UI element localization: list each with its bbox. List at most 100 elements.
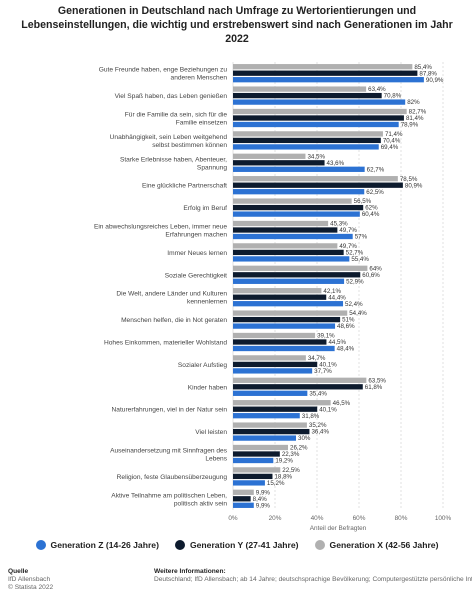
category-label: Menschen helfen, die in Not geraten [121,317,227,324]
data-label: 87,8% [419,70,437,77]
category-label: Aktive Teilnahme am politischen Leben, po… [111,492,227,507]
bar-gen_z [233,435,296,441]
category-label: Die Welt, andere Länder und Kulturen kenn… [116,291,227,306]
legend-item-gen-y[interactable]: Generation Y (27-41 Jahre) [174,540,299,550]
bar-gen_y [233,384,363,390]
data-label: 90,9% [426,77,444,84]
x-tick-label: 100% [435,515,452,522]
category-label: Eine glückliche Partnerschaft [142,183,227,190]
data-label: 64% [369,265,382,272]
info-text[interactable]: Deutschland; IfD Allensbach; ab 14 Jahre… [154,576,472,583]
bar-gen_x [233,444,289,451]
data-label: 34,7% [308,355,326,362]
data-label: 70,8% [384,93,402,100]
data-label: 19,2% [275,458,293,465]
data-label: 62,7% [367,166,385,173]
data-label: 57% [355,234,368,241]
legend: Generation Z (14-26 Jahre) Generation Y … [0,540,474,550]
category-label: Für die Familie da sein, sich für die Fam… [125,112,228,127]
bar-gen_x [233,220,329,227]
bar-gen_y [233,160,325,166]
bar-gen_x [233,176,398,182]
x-axis-label: Anteil der Befragten [310,525,367,532]
data-label: 31,8% [302,413,320,420]
bar-gen_y [233,182,403,188]
data-label: 61,8% [365,384,383,391]
bar-gen_z [233,233,353,240]
data-label: 52,7% [346,249,364,256]
data-label: 60,6% [362,272,380,279]
data-label: 62% [365,205,378,212]
data-label: 37,7% [314,368,332,375]
bar-gen_z [233,502,254,508]
bar-gen_y [233,115,404,121]
x-tick-label: 60% [353,515,366,522]
bar-gen_y [233,451,280,457]
data-label: 44,5% [328,339,346,346]
bar-gen_y [233,92,382,99]
data-label: 43,6% [327,160,345,167]
bar-gen_y [233,339,327,345]
legend-item-gen-x[interactable]: Generation X (42-56 Jahre) [314,540,438,550]
bar-gen_z [233,413,300,419]
bar-gen_y [233,249,344,256]
bar-gen_x [233,467,281,473]
data-label: 80,9% [405,182,423,189]
data-label: 46,5% [333,400,351,407]
bar-gen_y [233,272,361,278]
bar-gen_z [233,166,365,172]
copyright-line: © Statista 2022 [8,584,54,591]
data-label: 78,5% [400,176,418,183]
data-label: 35,4% [309,390,327,397]
bar-gen_y [233,70,418,76]
bar-gen_z [233,99,406,105]
legend-label-gen-y: Generation Y (27-41 Jahre) [189,540,299,550]
source-label: Quelle [8,568,29,575]
bar-gen_z [233,211,360,217]
data-label: 51% [342,317,355,324]
data-label: 56,5% [354,198,372,205]
bar-gen_x [233,332,316,339]
data-label: 85,4% [414,64,432,71]
data-label: 39,1% [317,333,335,340]
bar-gen_z [233,144,379,150]
category-label: Auseinandersetzung mit Sinnfragen des Leb… [110,448,228,463]
data-label: 63,5% [368,377,386,384]
category-label: Kinder haben [188,384,228,391]
bar-gen_y [233,227,338,233]
category-label: Starke Erlebnisse haben, Abenteuer, Spann… [120,156,227,171]
source-line: IfD Allensbach [8,576,51,583]
data-label: 54,4% [349,310,367,317]
data-label: 30% [298,435,311,442]
bar-gen_x [233,288,322,294]
category-label: Erfolg im Beruf [183,205,227,212]
bar-gen_x [233,265,368,271]
source-block: Quelle IfD Allensbach © Statista 2022 [8,568,53,592]
bar-gen_z [233,121,399,128]
bar-gen_x [233,131,383,137]
info-block: Weitere Informationen: Deutschland; IfD … [154,568,472,584]
bar-gen_z [233,278,345,284]
data-label: 52,4% [345,301,363,308]
bar-gen_y [233,473,273,480]
data-label: 42,1% [323,288,341,295]
data-label: 78,9% [401,122,419,129]
bar-gen_z [233,323,336,329]
legend-item-gen-z[interactable]: Generation Z (14-26 Jahre) [35,540,159,550]
category-label: Immer Neues lernen [167,250,227,257]
x-tick-label: 20% [269,515,282,522]
category-label: Gute Freunde haben, enge Beziehungen zu a… [99,67,228,82]
data-label: 52,9% [346,278,364,285]
data-label: 71,4% [385,131,403,138]
legend-marker-gen-z [35,540,46,550]
data-label: 69,4% [381,144,399,151]
legend-label-gen-z: Generation Z (14-26 Jahre) [50,540,159,550]
bar-gen_y [233,204,364,211]
data-label: 22,3% [282,451,300,458]
data-label: 44,4% [328,294,346,301]
bar-gen_z [233,457,274,464]
bar-gen_z [233,390,308,396]
category-label: Hohes Einkommen, materieller Wohlstand [104,340,227,347]
bar-gen_y [233,428,310,435]
data-label: 60,4% [362,211,380,218]
